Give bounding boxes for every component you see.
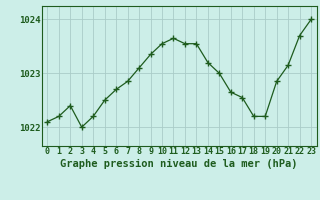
X-axis label: Graphe pression niveau de la mer (hPa): Graphe pression niveau de la mer (hPa): [60, 159, 298, 169]
